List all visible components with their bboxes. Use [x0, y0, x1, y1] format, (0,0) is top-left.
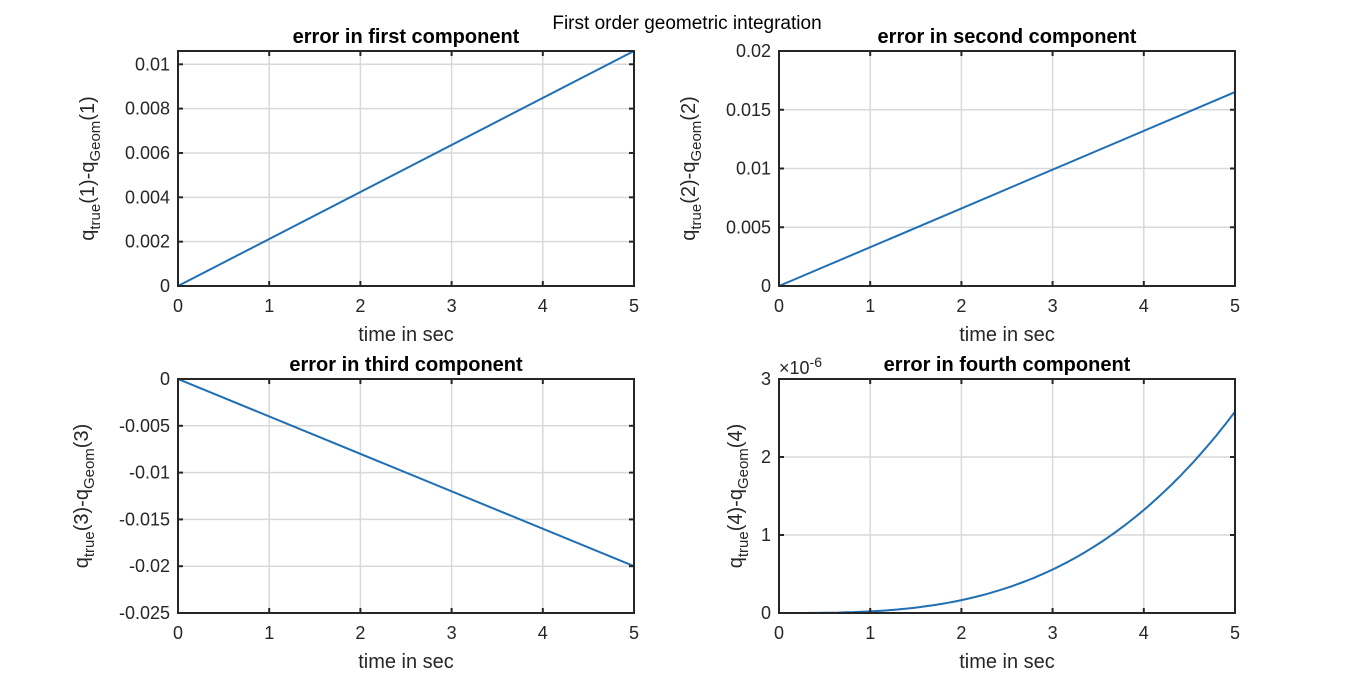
- y-tick-label: -0.025: [119, 603, 170, 623]
- subplot-title: error in first component: [293, 26, 520, 48]
- x-tick-label: 0: [774, 296, 784, 316]
- series-line: [779, 411, 1236, 614]
- y-tick-label: 0.02: [736, 41, 771, 61]
- series-line: [177, 378, 635, 568]
- series-line: [778, 91, 1236, 287]
- subplot-title: error in fourth component: [884, 354, 1131, 376]
- x-tick-label: 3: [447, 623, 457, 643]
- x-tick-label: 5: [1230, 623, 1240, 643]
- y-tick-label: 0.01: [736, 159, 771, 179]
- x-tick-label: 5: [629, 296, 639, 316]
- y-axis-label: qtrue(1)-qGeom(1): [77, 96, 104, 241]
- subplot-4: 0 1 2 3 4 5 0 1 2 3 ×10-6 error in fourth component…: [725, 354, 1240, 673]
- y-tick-label: 0.005: [726, 217, 771, 237]
- figure-suptitle: First order geometric integration: [552, 13, 821, 34]
- x-tick-label: 4: [1139, 296, 1149, 316]
- x-tick-label: 2: [355, 623, 365, 643]
- y-tick-label: 0.004: [125, 187, 170, 207]
- x-tick-label: 1: [264, 296, 274, 316]
- x-tick-label: 2: [956, 296, 966, 316]
- y-tick-label: -0.01: [129, 463, 170, 483]
- y-tick-label: 0.008: [125, 99, 170, 119]
- plot-frame: [177, 50, 635, 287]
- x-axis-label: time in sec: [959, 324, 1055, 346]
- y-tick-label: -0.005: [119, 416, 170, 436]
- x-tick-label: 2: [956, 623, 966, 643]
- x-tick-label: 3: [447, 296, 457, 316]
- y-tick-label: 1: [761, 525, 771, 545]
- y-tick-label: 3: [761, 369, 771, 389]
- plot-frame: [778, 378, 1236, 614]
- x-tick-label: 1: [865, 296, 875, 316]
- y-tick-label: 0.002: [125, 232, 170, 252]
- y-tick-label: -0.02: [129, 556, 170, 576]
- subplot-title: error in third component: [289, 354, 523, 376]
- y-tick-label: 2: [761, 447, 771, 467]
- x-axis-label: time in sec: [358, 324, 454, 346]
- x-tick-label: 4: [1139, 623, 1149, 643]
- y-axis-label: qtrue(3)-qGeom(3): [71, 424, 98, 569]
- x-tick-label: 0: [774, 623, 784, 643]
- y-tick-label: 0: [761, 276, 771, 296]
- x-tick-label: 3: [1048, 623, 1058, 643]
- y-tick-label: -0.015: [119, 509, 170, 529]
- x-tick-label: 1: [264, 623, 274, 643]
- x-axis-label: time in sec: [358, 651, 454, 673]
- x-tick-label: 5: [629, 623, 639, 643]
- subplot-title: error in second component: [878, 26, 1137, 48]
- x-tick-label: 4: [538, 296, 548, 316]
- y-tick-label: 0.006: [125, 143, 170, 163]
- series-line: [177, 50, 635, 287]
- subplot-panels: 0 1 2 3 4 5 0 0.002 0.004 0.006 0.008 0.01 error in …: [71, 26, 1240, 673]
- y-axis-label: qtrue(4)-qGeom(4): [725, 424, 752, 569]
- x-tick-label: 2: [355, 296, 365, 316]
- y-tick-label: 0: [160, 276, 170, 296]
- y-tick-label: 0: [160, 369, 170, 389]
- subplot-3: 0 1 2 3 4 5 -0.025 -0.02 -0.015 -0.01 -0.005 0 error…: [71, 354, 639, 673]
- plot-frame: [177, 378, 635, 614]
- subplot-2: 0 1 2 3 4 5 0 0.005 0.01 0.015 0.02 error in second…: [678, 26, 1240, 346]
- y-tick-label: 0.01: [135, 54, 170, 74]
- y-tick-label: 0.015: [726, 100, 771, 120]
- x-axis-label: time in sec: [959, 651, 1055, 673]
- y-axis-label: qtrue(2)-qGeom(2): [678, 96, 705, 241]
- x-tick-label: 1: [865, 623, 875, 643]
- y-tick-label: 0: [761, 603, 771, 623]
- x-tick-label: 3: [1048, 296, 1058, 316]
- x-tick-label: 4: [538, 623, 548, 643]
- y-exponent-label: ×10-6: [779, 354, 822, 378]
- x-tick-label: 0: [173, 296, 183, 316]
- x-tick-label: 5: [1230, 296, 1240, 316]
- x-tick-label: 0: [173, 623, 183, 643]
- subplot-1: 0 1 2 3 4 5 0 0.002 0.004 0.006 0.008 0.01 error in …: [77, 26, 639, 346]
